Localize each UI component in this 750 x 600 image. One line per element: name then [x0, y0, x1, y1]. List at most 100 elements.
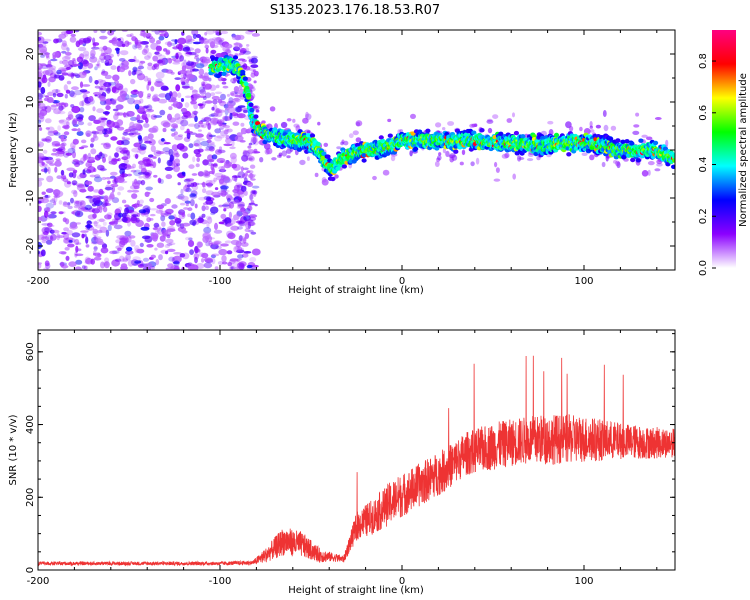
heatmap-cell [271, 157, 277, 161]
heatmap-cell [195, 63, 205, 69]
heatmap-cell [99, 95, 106, 102]
heatmap-cell [110, 171, 118, 176]
heatmap-cell [220, 243, 229, 247]
heatmap-cell [184, 182, 191, 189]
heatmap-cell [145, 45, 149, 48]
heatmap-cell [605, 155, 609, 162]
heatmap-cell [66, 80, 72, 85]
heatmap-cell [63, 102, 69, 108]
heatmap-cell [53, 73, 57, 80]
heatmap-cell [76, 175, 83, 180]
heatmap-cell [136, 150, 142, 154]
heatmap-cell [436, 157, 441, 162]
heatmap-cell [119, 180, 128, 184]
heatmap-cell [437, 155, 442, 161]
heatmap-cell [100, 30, 107, 34]
heatmap-cell [87, 166, 96, 173]
heatmap-cell [157, 177, 162, 184]
heatmap-cell [139, 143, 147, 150]
heatmap-cell [187, 207, 193, 212]
heatmap-cell [52, 148, 57, 153]
heatmap-cell [38, 218, 45, 221]
heatmap-cell [233, 199, 240, 204]
heatmap-cell [130, 78, 136, 85]
heatmap-cell [195, 133, 204, 138]
heatmap-cell [98, 46, 106, 52]
heatmap-cell [178, 43, 183, 52]
heatmap-cell [250, 72, 256, 78]
heatmap-cell [134, 44, 142, 49]
heatmap-cell [132, 180, 136, 185]
heatmap-cell [152, 227, 158, 230]
heatmap-cell [227, 106, 236, 114]
heatmap-cell [210, 113, 219, 117]
heatmap-cell [38, 106, 44, 112]
heatmap-cell [348, 133, 354, 139]
colorbar-tick-label: 0.8 [698, 53, 709, 69]
heatmap-cell [81, 65, 88, 70]
heatmap-cell [249, 164, 256, 169]
heatmap-cell [323, 142, 329, 147]
heatmap-cell [63, 227, 70, 232]
heatmap-cell [75, 200, 80, 205]
heatmap-cell [174, 77, 182, 80]
heatmap-cell [214, 128, 222, 134]
heatmap-cell [262, 139, 268, 145]
heatmap-cell [55, 148, 63, 152]
y-tick-label: 20 [25, 48, 36, 61]
heatmap-cell [128, 235, 136, 239]
heatmap-cell [107, 214, 112, 220]
heatmap-cell [227, 104, 234, 109]
heatmap-cell [234, 246, 243, 251]
heatmap-cell [84, 256, 91, 264]
heatmap-cell [60, 135, 65, 142]
heatmap-cell [161, 138, 165, 142]
heatmap-cell [130, 239, 136, 247]
heatmap-cell [75, 74, 81, 78]
heatmap-cell [233, 214, 240, 221]
heatmap-cell [112, 74, 120, 81]
heatmap-cell [142, 31, 147, 38]
heatmap-cell [137, 65, 145, 70]
x-tick-label: 100 [574, 276, 593, 287]
heatmap-cell [151, 30, 156, 33]
heatmap-cell [99, 87, 103, 91]
heatmap-cell [203, 182, 207, 188]
heatmap-cell [152, 156, 157, 159]
heatmap-cell [105, 229, 110, 237]
heatmap-cell [240, 122, 245, 127]
heatmap-cell [157, 227, 165, 235]
heatmap-cell [118, 66, 126, 73]
heatmap-cell [137, 146, 147, 151]
heatmap-cell [646, 136, 653, 141]
heatmap-cell [447, 121, 455, 126]
heatmap-cell [192, 33, 197, 39]
heatmap-cell [205, 215, 212, 220]
heatmap-cell [135, 42, 145, 45]
heatmap-cell [60, 69, 66, 73]
heatmap-cell [236, 210, 246, 213]
heatmap-cell [229, 258, 239, 262]
heatmap-cell [233, 42, 242, 46]
heatmap-cell [61, 50, 67, 54]
heatmap-cell [620, 139, 626, 144]
heatmap-cell [60, 102, 66, 110]
heatmap-cell [119, 147, 127, 151]
heatmap-cell [49, 199, 56, 203]
heatmap-cell [278, 152, 283, 157]
heatmap-cell [220, 93, 226, 101]
heatmap-cell [50, 235, 54, 242]
heatmap-cell [162, 127, 167, 133]
heatmap-cell [68, 172, 74, 178]
heatmap-cell [248, 102, 254, 108]
heatmap-cell [122, 147, 128, 154]
x-tick-label: -100 [209, 576, 232, 587]
heatmap-cell [224, 240, 232, 244]
heatmap-cell [602, 110, 607, 117]
heatmap-cell [43, 106, 48, 110]
heatmap-cell [40, 249, 46, 257]
heatmap-cell [196, 241, 202, 249]
heatmap-cell [54, 143, 61, 147]
heatmap-cell [251, 33, 260, 37]
